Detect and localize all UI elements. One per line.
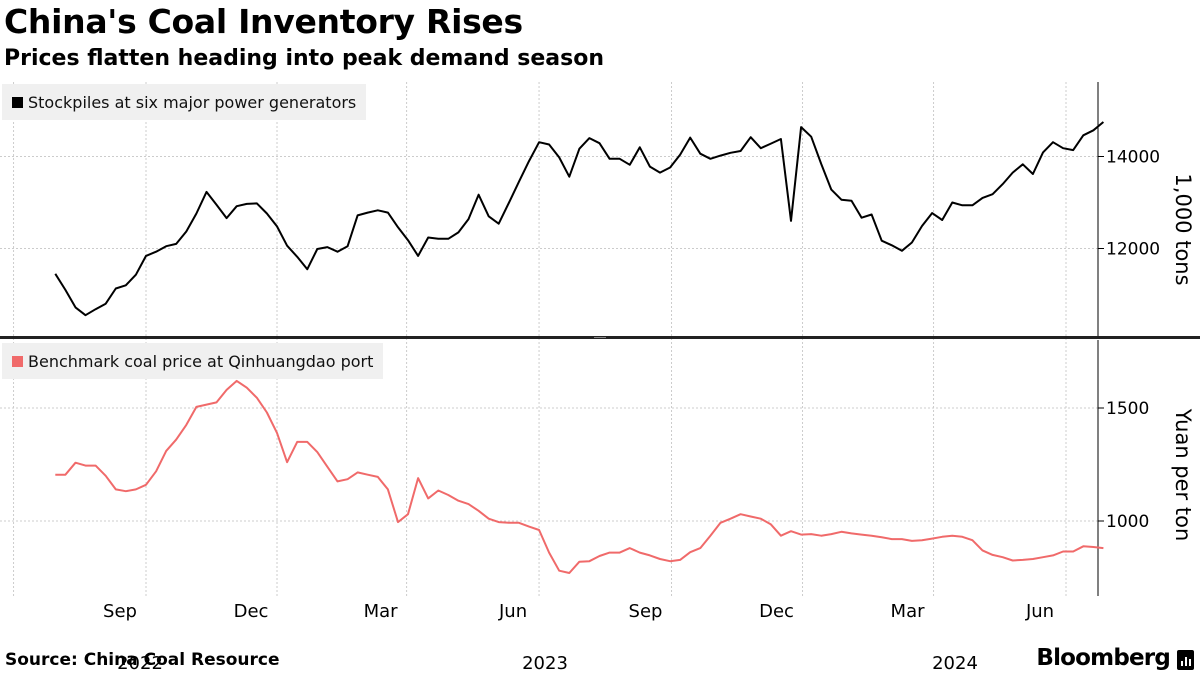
x-tick-label-1: Dec bbox=[234, 601, 269, 622]
bloomberg-bar-icon bbox=[1177, 650, 1194, 670]
y-axis-title-price: Yuan per ton bbox=[1171, 408, 1195, 542]
y-tick-label-price-0: 1000 bbox=[1106, 512, 1149, 532]
x-tick-label-3: Jun bbox=[498, 601, 527, 622]
source-note: Source: China Coal Resource bbox=[5, 650, 280, 670]
chart-subtitle: Prices flatten heading into peak demand … bbox=[4, 46, 604, 71]
x-tick-label-4: Sep bbox=[629, 601, 663, 622]
x-tick-label-5: Dec bbox=[759, 601, 794, 622]
x-tick-label-7: Jun bbox=[1025, 601, 1054, 622]
legend-swatch-price bbox=[12, 355, 23, 367]
legend-price: Benchmark coal price at Qinhuangdao port bbox=[2, 343, 384, 379]
bloomberg-logo: Bloomberg bbox=[1036, 645, 1170, 671]
legend-swatch-stockpiles bbox=[12, 96, 23, 108]
x-year-label-0: 2022 bbox=[117, 653, 163, 674]
legend-label-stockpiles: Stockpiles at six major power generators bbox=[28, 92, 357, 112]
x-tick-label-2: Mar bbox=[364, 601, 399, 622]
chart-title: China's Coal Inventory Rises bbox=[4, 2, 523, 41]
panel-divider-handle bbox=[594, 337, 606, 338]
legend-label-price: Benchmark coal price at Qinhuangdao port bbox=[28, 351, 374, 371]
y-tick-label-price-1: 1500 bbox=[1106, 399, 1149, 419]
x-tick-label-6: Mar bbox=[891, 601, 926, 622]
y-tick-label-stockpiles-0: 12000 bbox=[1106, 240, 1160, 260]
x-tick-label-0: Sep bbox=[103, 601, 137, 622]
series-line-price bbox=[55, 379, 1104, 574]
y-tick-label-stockpiles-1: 14000 bbox=[1106, 148, 1160, 168]
y-axis-title-stockpiles: 1,000 tons bbox=[1171, 173, 1195, 285]
x-year-label-2: 2024 bbox=[932, 653, 978, 674]
x-year-label-1: 2023 bbox=[522, 653, 568, 674]
series-line-stockpiles bbox=[54, 121, 1105, 317]
legend-stockpiles: Stockpiles at six major power generators bbox=[2, 84, 367, 120]
